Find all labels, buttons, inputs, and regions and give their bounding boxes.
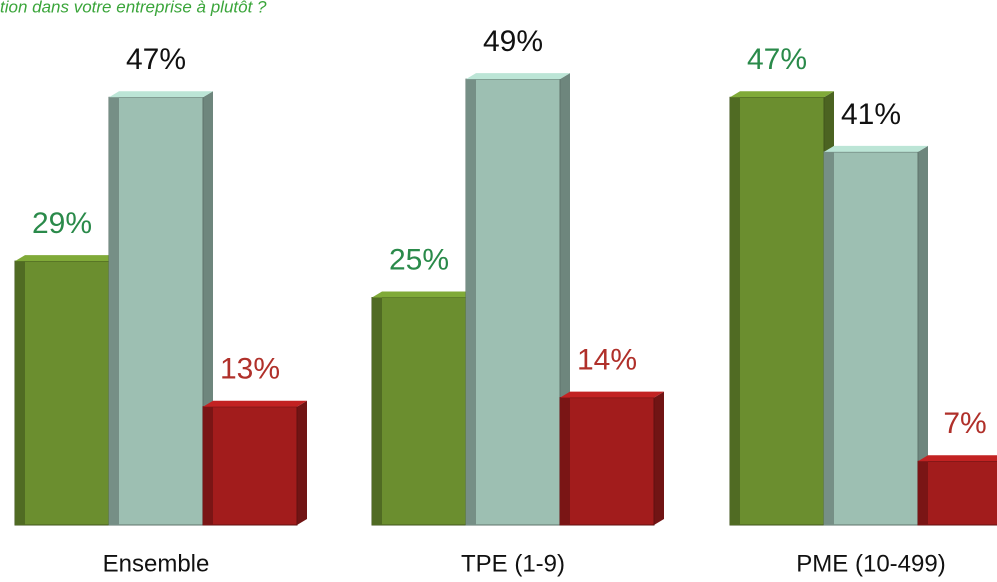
bar-top — [824, 145, 928, 152]
bar-side — [918, 145, 928, 525]
data-label: 29% — [32, 207, 92, 240]
data-label: 41% — [841, 98, 901, 131]
bar-top — [109, 91, 213, 98]
bar-side — [297, 400, 307, 525]
bar — [729, 96, 825, 526]
x-tick-label: TPE (1-9) — [461, 550, 565, 577]
bar — [465, 78, 561, 526]
bar — [917, 460, 997, 526]
data-label: 14% — [577, 344, 637, 377]
bar-edge — [824, 151, 834, 525]
bar-top — [15, 255, 119, 262]
bar-top — [730, 91, 834, 98]
bar-top — [372, 291, 476, 298]
bar-edge — [730, 97, 740, 526]
chart-title: tion dans votre entreprise à plutôt ? — [0, 0, 267, 16]
bar — [823, 151, 919, 526]
bar — [14, 260, 110, 526]
bar-edge — [372, 297, 382, 525]
bar — [371, 297, 467, 526]
bar-top — [466, 73, 570, 80]
bar-top — [560, 391, 664, 398]
data-label: 7% — [943, 407, 986, 440]
bar-edge — [466, 79, 476, 525]
bar-edge — [560, 397, 570, 525]
x-tick-label: Ensemble — [103, 550, 210, 577]
bar-edge — [918, 461, 928, 525]
data-label: 13% — [220, 353, 280, 386]
x-tick-label: PME (10-499) — [796, 550, 945, 577]
bar-edge — [203, 406, 213, 525]
bar-top — [203, 400, 307, 407]
bar-side — [654, 391, 664, 525]
data-label: 25% — [389, 243, 449, 276]
bar — [559, 397, 655, 526]
bar-edge — [15, 261, 25, 525]
bar — [202, 406, 298, 526]
data-label: 47% — [747, 43, 807, 76]
data-label: 49% — [483, 25, 543, 58]
bar-top — [918, 455, 997, 462]
bar-edge — [109, 97, 119, 526]
bar — [108, 96, 204, 526]
data-label: 47% — [126, 43, 186, 76]
